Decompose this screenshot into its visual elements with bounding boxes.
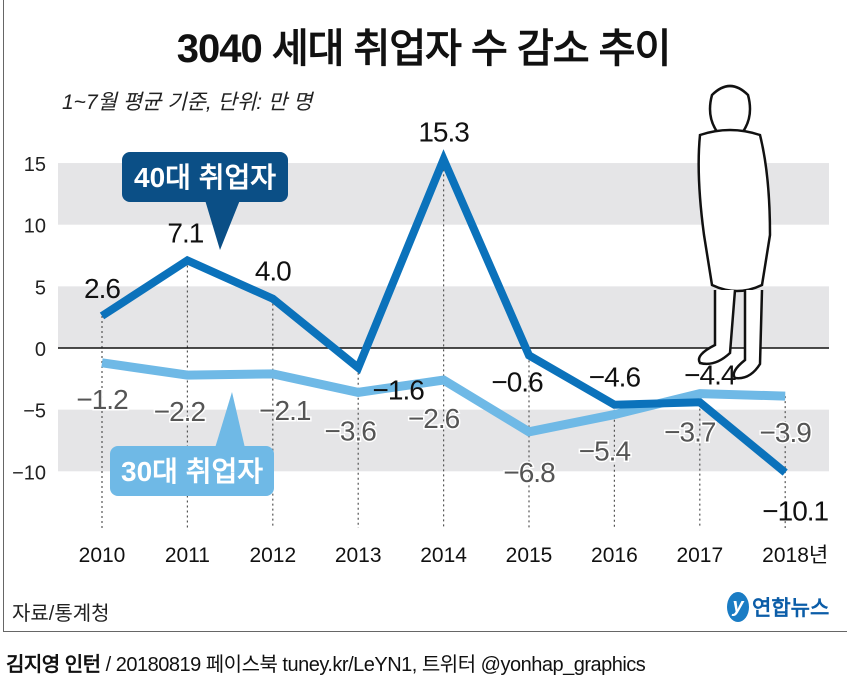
- data-label-40s: 2.6: [84, 273, 120, 304]
- y-tick-label: 10: [24, 216, 46, 238]
- source-note: 자료/통계청: [12, 603, 110, 625]
- y-tick-label: 0: [35, 339, 46, 361]
- data-label-40s: 15.3: [418, 116, 469, 147]
- data-label-40s: −0.6: [491, 366, 543, 397]
- person-legs-icon: [697, 289, 764, 380]
- legend-box-30s: [110, 446, 274, 496]
- data-label-30s: −3.7: [664, 417, 716, 448]
- data-label-30s: −5.4: [579, 436, 631, 467]
- x-tick-label: 2013: [335, 544, 382, 567]
- legend-pointer-30s: [215, 392, 245, 448]
- y-tick-label: 15: [24, 154, 46, 176]
- x-tick-label: 2011: [165, 544, 210, 567]
- data-label-40s: −1.6: [373, 375, 425, 406]
- x-tick-label: 2012: [249, 544, 296, 567]
- grid-band: [58, 286, 829, 348]
- data-label-30s: −2.2: [154, 396, 206, 427]
- y-tick-label: −5: [23, 401, 46, 423]
- data-label-40s: 4.0: [255, 256, 291, 287]
- data-label-30s: −6.8: [503, 457, 555, 488]
- data-label-30s: −1.2: [76, 384, 128, 415]
- x-tick-label: 2014: [420, 544, 467, 567]
- person-head-icon: [708, 84, 752, 135]
- x-tick-label: 2010: [79, 544, 126, 567]
- y-tick-label: −10: [12, 462, 46, 484]
- data-label-30s: −2.6: [408, 403, 460, 434]
- chart-frame: [3, 0, 847, 632]
- legend-pointer-40s: [205, 200, 240, 250]
- yonhap-logo: y 연합뉴스: [727, 592, 829, 622]
- data-label-40s: −4.6: [589, 362, 641, 393]
- credit-details: / 20180819 페이스북 tuney.kr/LeYN1, 트위터 @yon…: [100, 654, 646, 676]
- legend-box-40s: [122, 152, 288, 202]
- y-tick-label: 5: [35, 277, 46, 299]
- data-label-30s: −2.1: [259, 395, 311, 426]
- x-tick-label: 2016: [591, 544, 638, 567]
- data-label-30s: −3.9: [760, 417, 812, 448]
- legend-label-30s: 30대 취업자: [121, 456, 263, 487]
- x-tick-label: 2017: [676, 544, 723, 567]
- data-label-40s: 7.1: [167, 217, 203, 248]
- author: 김지영 인턴: [6, 654, 101, 676]
- chart-title: 3040 세대 취업자 수 감소 추이: [176, 27, 672, 71]
- credit-line: 김지영 인턴 / 20180819 페이스북 tuney.kr/LeYN1, 트…: [6, 648, 646, 676]
- data-label-40s: −10.1: [762, 496, 828, 527]
- person-body-icon: [697, 128, 772, 293]
- line-chart: 15 10 5 0 −5 −10 2010 2011 2012 2013 2014 2015 2016 2…: [12, 84, 830, 567]
- logo-text: 연합뉴스: [752, 597, 830, 620]
- logo-mark: y: [727, 592, 749, 622]
- x-tick-label: 2015: [506, 544, 553, 567]
- data-label-30s: −3.6: [325, 415, 377, 446]
- x-tick-label: 2018년: [762, 544, 828, 567]
- legend-label-40s: 40대 취업자: [134, 162, 276, 193]
- chart-subtitle: 1~7월 평균 기준, 단위: 만 명: [62, 91, 313, 114]
